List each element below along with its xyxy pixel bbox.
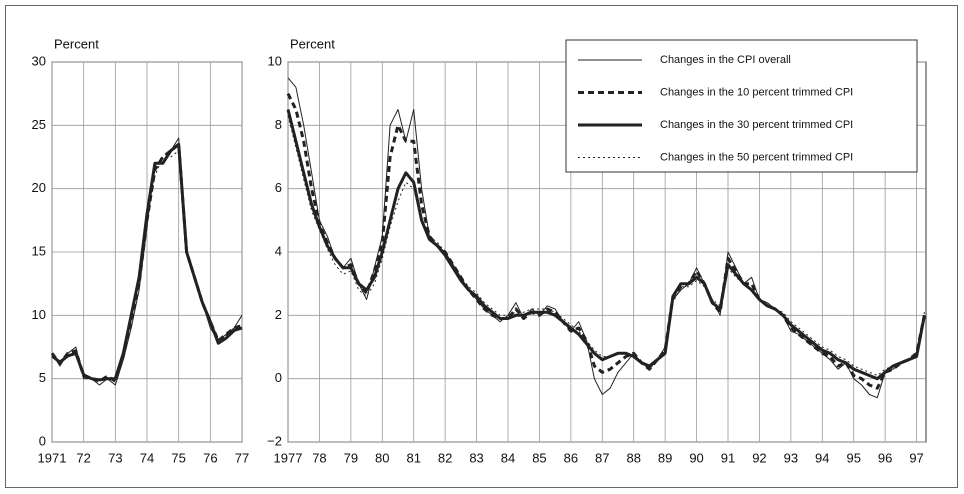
x-tick-label: 88 — [626, 450, 640, 465]
x-tick-label: 1971 — [38, 450, 67, 465]
series-line — [286, 109, 926, 381]
y-tick-label: 4 — [275, 243, 282, 258]
x-tick-label: 89 — [658, 450, 672, 465]
y-tick-label: 8 — [275, 117, 282, 132]
x-tick-label: 81 — [406, 450, 420, 465]
x-tick-label: 94 — [815, 450, 829, 465]
y-tick-label: 10 — [268, 53, 282, 68]
x-tick-label: 77 — [235, 450, 249, 465]
y-tick-label: −2 — [267, 433, 282, 448]
y-tick-label: 5 — [39, 370, 46, 385]
y-axis-label: Percent — [290, 36, 335, 51]
y-tick-label: 20 — [32, 180, 46, 195]
legend-label: Changes in the CPI overall — [660, 54, 791, 66]
x-tick-label: 78 — [312, 450, 326, 465]
x-tick-label: 90 — [689, 450, 703, 465]
x-tick-label: 75 — [171, 450, 185, 465]
legend-label: Changes in the 30 percent trimmed CPI — [660, 119, 853, 131]
x-tick-label: 1977 — [274, 450, 303, 465]
x-tick-label: 79 — [344, 450, 358, 465]
series-line — [287, 77, 925, 399]
y-tick-label: 10 — [32, 307, 46, 322]
x-tick-label: 76 — [203, 450, 217, 465]
series-line — [51, 137, 243, 386]
x-tick-label: 86 — [564, 450, 578, 465]
x-tick-label: 95 — [846, 450, 860, 465]
legend-label: Changes in the 50 percent trimmed CPI — [660, 151, 853, 163]
y-tick-label: 0 — [39, 433, 46, 448]
x-tick-label: 84 — [501, 450, 515, 465]
x-tick-label: 87 — [595, 450, 609, 465]
legend-label: Changes in the 10 percent trimmed CPI — [660, 86, 853, 98]
x-tick-label: 92 — [752, 450, 766, 465]
y-tick-label: 30 — [32, 53, 46, 68]
x-tick-label: 80 — [375, 450, 389, 465]
x-tick-label: 91 — [721, 450, 735, 465]
y-tick-label: 25 — [32, 117, 46, 132]
y-tick-label: 15 — [32, 243, 46, 258]
x-tick-label: 93 — [784, 450, 798, 465]
x-tick-label: 73 — [108, 450, 122, 465]
y-axis-label: Percent — [54, 36, 99, 51]
x-tick-label: 96 — [878, 450, 892, 465]
x-tick-label: 72 — [76, 450, 90, 465]
y-tick-label: 0 — [275, 370, 282, 385]
series-line — [287, 115, 925, 376]
x-tick-label: 74 — [140, 450, 154, 465]
y-tick-label: 6 — [275, 180, 282, 195]
x-tick-label: 85 — [532, 450, 546, 465]
series-line — [51, 150, 243, 382]
x-tick-label: 83 — [469, 450, 483, 465]
x-tick-label: 97 — [909, 450, 923, 465]
legend-box — [565, 39, 918, 173]
y-tick-label: 2 — [275, 307, 282, 322]
x-tick-label: 82 — [438, 450, 452, 465]
frame — [5, 5, 958, 488]
